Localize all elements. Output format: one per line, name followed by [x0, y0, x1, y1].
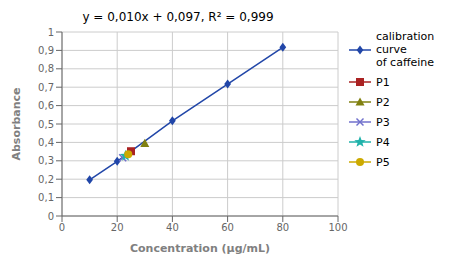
svg-text:0: 0: [59, 222, 65, 233]
svg-text:Concentration (µg/mL): Concentration (µg/mL): [130, 242, 270, 255]
svg-text:80: 80: [276, 222, 289, 233]
html-text:y = 0,010x + 0,097, R² = 0,999: y = 0,010x + 0,097, R² = 0,999: [82, 10, 274, 24]
svg-text:0,4: 0,4: [38, 137, 54, 148]
svg-text:0: 0: [48, 211, 54, 222]
html-text:P3: P3: [376, 115, 390, 129]
svg-text:0,3: 0,3: [38, 155, 54, 166]
html-text:calibration curve of caffeine: calibration curve of caffeine: [376, 30, 435, 69]
svg-text:0,6: 0,6: [38, 100, 54, 111]
html-text:P2: P2: [376, 95, 390, 109]
svg-text:0,8: 0,8: [38, 63, 54, 74]
svg-text:60: 60: [221, 222, 234, 233]
svg-text:100: 100: [328, 222, 347, 233]
svg-text:0,9: 0,9: [38, 45, 54, 56]
svg-text:1: 1: [48, 27, 54, 38]
svg-text:0,1: 0,1: [38, 192, 54, 203]
svg-text:0,2: 0,2: [38, 174, 54, 185]
svg-text:0,7: 0,7: [38, 82, 54, 93]
svg-text:40: 40: [166, 222, 179, 233]
svg-text:20: 20: [111, 222, 124, 233]
html-text:P5: P5: [376, 155, 390, 169]
svg-text:0,5: 0,5: [38, 119, 54, 130]
html-text:P1: P1: [376, 75, 390, 89]
svg-text:Absorbance: Absorbance: [10, 87, 23, 160]
html-text:P4: P4: [376, 135, 390, 149]
